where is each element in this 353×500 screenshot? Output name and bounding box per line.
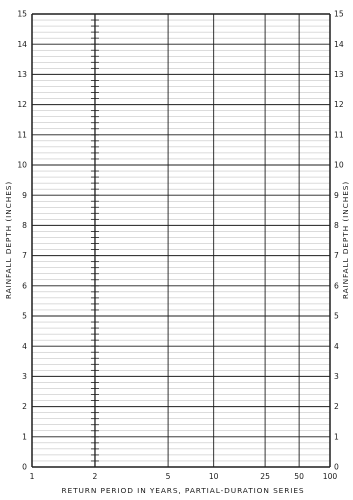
x-tick-label: 5 xyxy=(166,472,171,481)
x-tick-label: 50 xyxy=(294,472,304,481)
x-tick-label: 25 xyxy=(260,472,270,481)
x-axis-label: RETURN PERIOD IN YEARS, PARTIAL-DURATION… xyxy=(61,486,304,495)
y-tick-label-left: 1 xyxy=(22,432,27,441)
y-tick-label-left: 4 xyxy=(22,342,27,351)
y-tick-label-right: 4 xyxy=(334,342,339,351)
x-tick-label: 10 xyxy=(209,472,219,481)
y-tick-label-right: 14 xyxy=(334,40,344,49)
y-tick-label-left: 9 xyxy=(22,191,27,200)
y-tick-label-right: 5 xyxy=(334,312,339,321)
y-tick-label-right: 7 xyxy=(334,251,339,260)
y-axis-label-right: RAINFALL DEPTH (INCHES) xyxy=(341,181,350,299)
y-tick-label-right: 2 xyxy=(334,402,339,411)
y-tick-label-right: 9 xyxy=(334,191,339,200)
y-tick-label-left: 7 xyxy=(22,251,27,260)
y-tick-label-right: 11 xyxy=(334,130,344,139)
y-tick-label-left: 8 xyxy=(22,221,27,230)
y-tick-label-left: 3 xyxy=(22,372,27,381)
y-tick-label-left: 13 xyxy=(17,70,27,79)
x-tick-label: 1 xyxy=(30,472,35,481)
y-tick-label-right: 1 xyxy=(334,432,339,441)
y-tick-label-right: 13 xyxy=(334,70,344,79)
y-tick-label-right: 0 xyxy=(334,463,339,472)
y-tick-label-left: 14 xyxy=(17,40,27,49)
y-tick-label-left: 10 xyxy=(17,161,27,170)
y-tick-label-left: 6 xyxy=(22,281,27,290)
x-tick-label: 2 xyxy=(93,472,98,481)
y-tick-label-left: 0 xyxy=(22,463,27,472)
grid-lines xyxy=(31,13,331,468)
y-tick-label-left: 11 xyxy=(17,130,27,139)
y-axis-label-left: RAINFALL DEPTH (INCHES) xyxy=(4,181,13,299)
y-tick-label-right: 6 xyxy=(334,281,339,290)
y-tick-label-left: 12 xyxy=(17,100,27,109)
y-tick-label-left: 2 xyxy=(22,402,27,411)
y-tick-label-right: 8 xyxy=(334,221,339,230)
x-tick-label: 100 xyxy=(323,472,338,481)
y-tick-label-right: 10 xyxy=(334,161,344,170)
y-tick-label-right: 12 xyxy=(334,100,344,109)
y-tick-label-right: 15 xyxy=(334,10,344,19)
y-tick-label-left: 15 xyxy=(17,10,27,19)
y-tick-label-left: 5 xyxy=(22,312,27,321)
y-tick-label-right: 3 xyxy=(334,372,339,381)
